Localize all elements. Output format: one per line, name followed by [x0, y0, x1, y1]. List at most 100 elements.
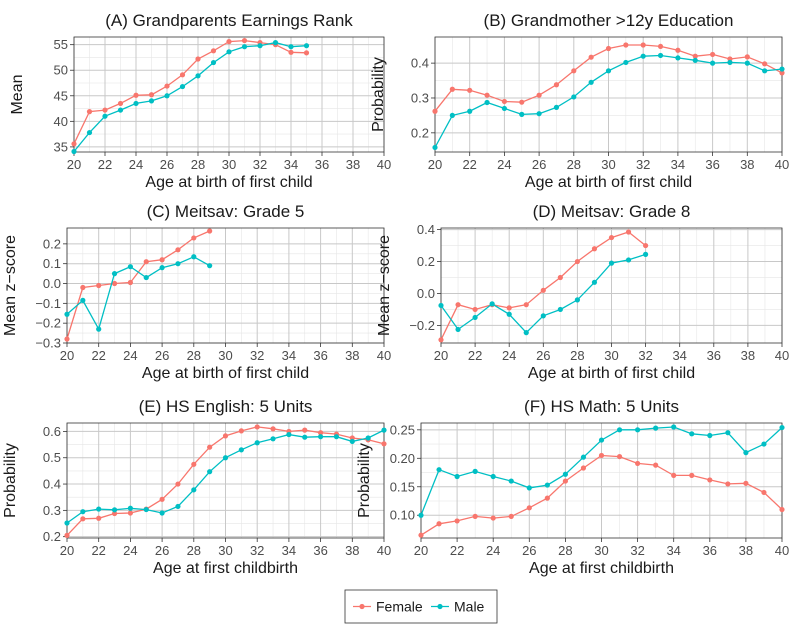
x-tick-label: 32: [638, 348, 652, 363]
y-tick-label: 50: [54, 63, 68, 78]
data-point-female: [519, 99, 525, 105]
data-point-male: [449, 112, 455, 119]
data-point-female: [762, 61, 768, 67]
y-tick-label: 40: [54, 114, 68, 129]
legend-key-point: [359, 603, 365, 610]
data-point-female: [71, 141, 77, 147]
data-point-female: [574, 258, 581, 265]
x-tick-label: 30: [594, 543, 608, 558]
y-axis-title: Probability: [356, 443, 373, 518]
data-point-male: [381, 427, 387, 433]
data-point-female: [591, 246, 598, 252]
data-point-male: [779, 424, 785, 431]
data-point-female: [692, 53, 698, 59]
x-tick-label: 36: [707, 348, 721, 363]
chart-title: (F) HS Math: 5 Units: [524, 397, 679, 416]
data-point-female: [553, 82, 560, 88]
data-point-male: [580, 454, 587, 460]
data-point-male: [238, 447, 244, 453]
y-axis-title: Mean: [9, 74, 26, 114]
data-point-female: [195, 56, 201, 62]
y-tick-label: 0.3: [411, 90, 429, 105]
data-point-male: [526, 485, 532, 491]
x-tick-label: 34: [284, 157, 298, 172]
x-axis-title: Age at birth of first child: [528, 365, 695, 382]
x-tick-label: 38: [345, 543, 359, 558]
x-tick-label: 26: [536, 348, 550, 363]
data-point-female: [288, 49, 294, 55]
data-point-male: [643, 251, 649, 257]
data-point-female: [671, 472, 677, 478]
x-tick-label: 28: [187, 348, 201, 363]
x-tick-label: 36: [705, 157, 719, 172]
data-point-female: [64, 532, 70, 538]
data-point-female: [571, 68, 577, 74]
y-tick-label: 0.2: [411, 125, 429, 140]
x-tick-label: 36: [703, 543, 717, 558]
data-point-male: [506, 311, 512, 317]
y-tick-label: 0.1: [43, 256, 61, 271]
x-axis-title: Age at birth of first child: [145, 174, 312, 191]
x-tick-label: 26: [155, 543, 169, 558]
data-point-female: [707, 477, 713, 483]
y-tick-label: 35: [54, 139, 68, 154]
x-tick-label: 36: [313, 348, 327, 363]
data-point-male: [557, 306, 563, 313]
data-point-female: [418, 532, 424, 538]
data-point-female: [191, 461, 197, 467]
x-tick-label: 22: [450, 543, 464, 558]
data-point-male: [635, 427, 641, 433]
data-point-male: [725, 430, 731, 436]
data-point-female: [207, 228, 213, 234]
data-point-male: [272, 40, 279, 46]
data-point-male: [127, 264, 133, 270]
data-point-female: [96, 515, 102, 521]
data-point-female: [508, 513, 514, 519]
data-point-male: [574, 297, 581, 303]
data-point-male: [148, 98, 155, 104]
y-tick-label: −0.2: [409, 318, 435, 333]
chart-panels: 20 22 24 26 28 30 32 34 36 38 40 35 40 45 50 55 (A) Gran…: [2, 11, 789, 577]
data-point-female: [270, 426, 276, 432]
data-point-male: [588, 79, 594, 85]
data-point-female: [159, 496, 165, 502]
x-tick-label: 32: [250, 543, 264, 558]
data-point-female: [436, 521, 442, 527]
data-point-male: [540, 313, 546, 319]
data-point-male: [111, 271, 118, 277]
data-point-female: [472, 306, 478, 313]
data-point-male: [86, 129, 93, 136]
data-point-female: [588, 54, 594, 60]
data-point-male: [133, 100, 139, 107]
panel-E: 20 22 24 26 28 30 32 34 36 38 40 0.2 0.3 0.4 0.5 0.6 (E)…: [2, 397, 391, 577]
x-tick-label: 24: [502, 348, 516, 363]
data-point-female: [80, 284, 86, 291]
data-point-female: [210, 48, 217, 54]
data-point-male: [207, 263, 213, 269]
x-axis-title: Age at birth of first child: [525, 174, 692, 191]
data-point-male: [102, 113, 108, 119]
data-point-male: [64, 311, 70, 317]
data-point-male: [455, 326, 461, 333]
data-point-male: [96, 326, 102, 332]
data-point-female: [761, 489, 767, 496]
data-point-female: [222, 433, 229, 439]
x-tick-label: 38: [741, 348, 755, 363]
data-point-female: [598, 452, 605, 459]
y-axis-title: Mean z−score: [376, 235, 393, 336]
data-point-male: [418, 512, 424, 518]
data-point-male: [288, 44, 294, 50]
data-point-male: [241, 44, 248, 50]
x-tick-label: 28: [570, 348, 584, 363]
data-point-female: [608, 234, 615, 241]
x-tick-label: 22: [98, 157, 112, 172]
x-tick-label: 30: [218, 348, 232, 363]
x-tick-label: 26: [155, 348, 169, 363]
y-tick-label: 0.15: [390, 479, 415, 494]
x-tick-label: 34: [282, 348, 296, 363]
data-point-female: [102, 107, 108, 113]
y-tick-label: 0.4: [417, 222, 435, 237]
data-point-male: [127, 505, 133, 511]
y-tick-label: 55: [54, 37, 68, 52]
data-point-female: [302, 427, 308, 433]
